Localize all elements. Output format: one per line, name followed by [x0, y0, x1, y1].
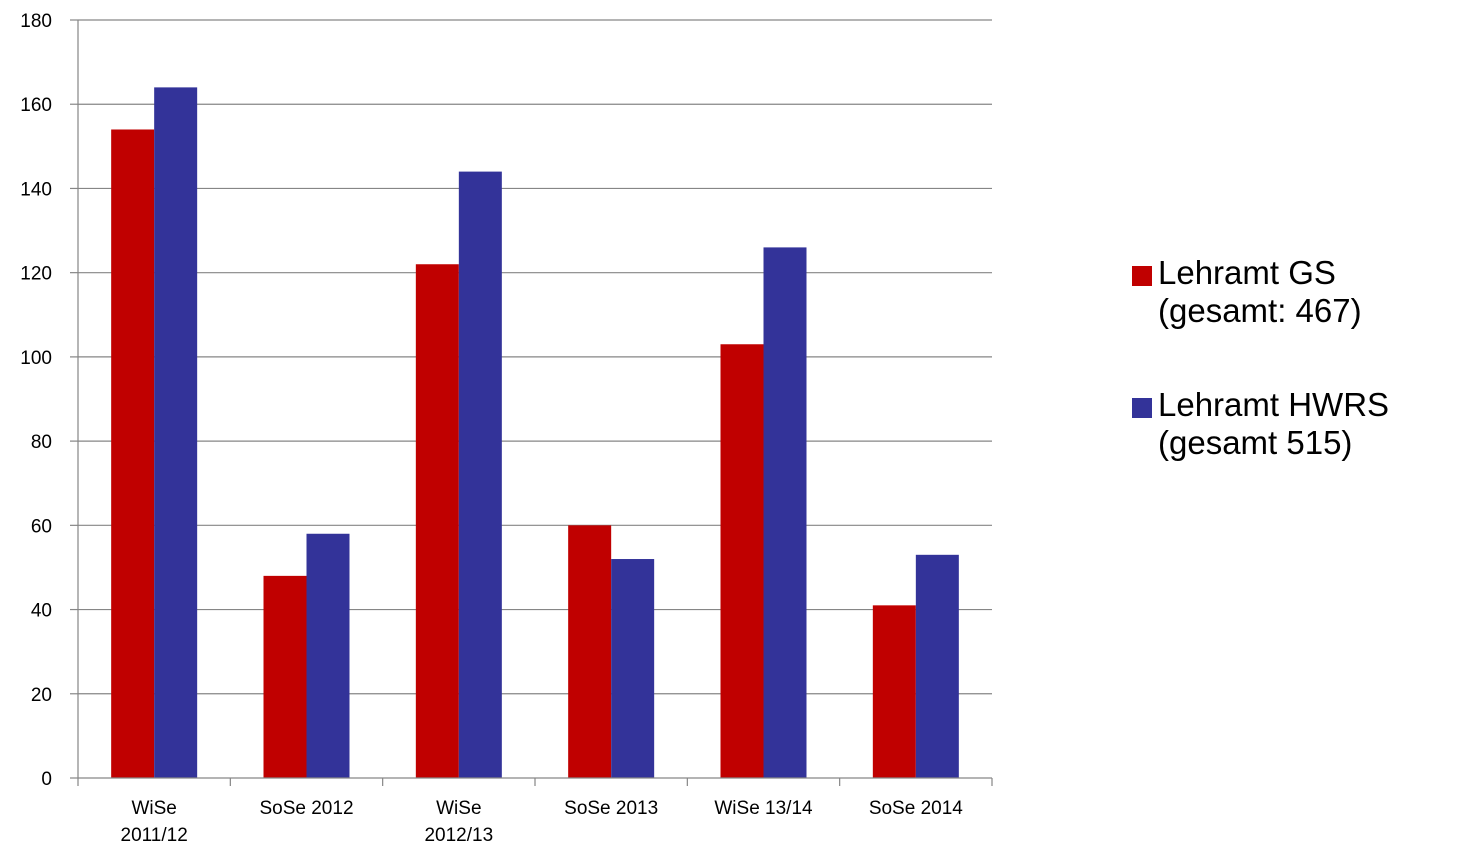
legend-item-gs: Lehramt GS (gesamt: 467)	[1132, 254, 1462, 330]
y-tick-label: 20	[31, 685, 52, 706]
x-axis-category-labels: WiSe 2011/12 SoSe 2012 WiSe 2012/13 SoSe 2013…	[121, 798, 964, 846]
bar-gs	[720, 344, 764, 778]
y-axis-tick-labels: 0 20 40 60 80 100 120 140 160 180	[20, 11, 52, 790]
bar-hwrs	[611, 559, 655, 778]
y-tick-label: 180	[20, 11, 52, 32]
x-category-label-line: WiSe 13/14	[714, 798, 813, 819]
x-category-label: WiSe 2012/13	[424, 798, 493, 846]
bar-gs	[111, 129, 155, 778]
y-tick-label: 140	[20, 179, 52, 200]
legend-swatch-gs	[1132, 266, 1152, 286]
y-tick-label: 120	[20, 264, 52, 285]
x-category-label: SoSe 2012	[259, 798, 353, 819]
y-tick-label: 40	[31, 601, 52, 622]
legend-label-hwrs: Lehramt HWRS (gesamt 515)	[1158, 386, 1390, 461]
axes	[77, 20, 993, 786]
y-tick-label: 60	[31, 516, 52, 537]
y-tick-label: 80	[31, 432, 52, 453]
x-category-label-line: SoSe 2012	[259, 798, 353, 819]
bar-gs	[263, 575, 307, 778]
bar-hwrs	[763, 247, 807, 778]
x-category-label: SoSe 2014	[869, 798, 963, 819]
legend-swatch-hwrs	[1132, 398, 1152, 418]
x-category-label-line: SoSe 2014	[869, 798, 963, 819]
bar-hwrs	[458, 171, 502, 779]
x-category-label-line: 2011/12	[121, 825, 188, 846]
bar-hwrs	[154, 87, 198, 778]
x-category-label-line: WiSe	[436, 798, 481, 819]
bar-hwrs	[306, 533, 350, 778]
x-category-label: SoSe 2013	[564, 798, 658, 819]
bar-gs	[568, 525, 612, 778]
bar-gs	[872, 605, 916, 778]
y-tick-label: 160	[20, 95, 52, 116]
legend: Lehramt GS (gesamt: 467) Lehramt HWRS (g…	[1132, 254, 1462, 518]
bar-hwrs	[915, 554, 959, 778]
gridlines	[70, 19, 992, 779]
bar-gs	[415, 264, 459, 778]
bars	[111, 87, 959, 779]
x-category-label-line: WiSe	[131, 798, 176, 819]
x-category-label-line: 2012/13	[424, 825, 493, 846]
legend-label-gs: Lehramt GS (gesamt: 467)	[1158, 254, 1362, 329]
y-tick-label: 0	[41, 769, 52, 790]
x-category-label: WiSe 2011/12	[121, 798, 188, 846]
legend-item-hwrs: Lehramt HWRS (gesamt 515)	[1132, 386, 1462, 462]
x-category-label: WiSe 13/14	[714, 798, 813, 819]
x-category-label-line: SoSe 2013	[564, 798, 658, 819]
y-tick-label: 100	[20, 348, 52, 369]
